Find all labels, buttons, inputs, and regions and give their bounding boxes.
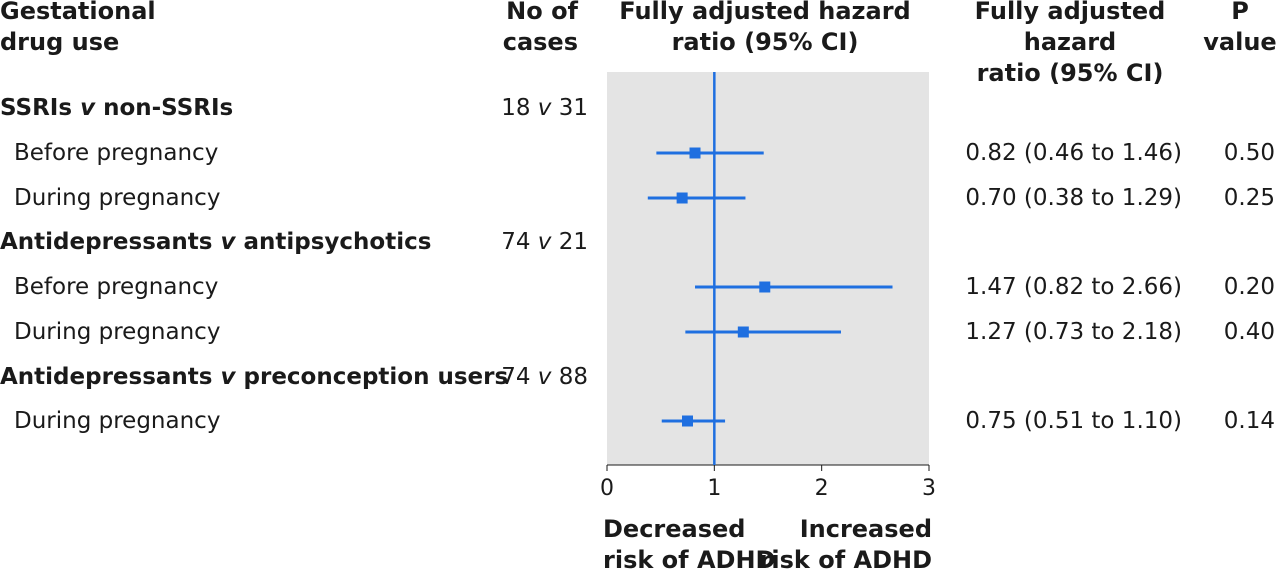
hazard-ratio-marker (676, 192, 688, 204)
label-increased-risk: Increased risk of ADHD (759, 515, 932, 574)
header-ci-hazard: Fully adjusted hazard ratio (95% CI) (974, 0, 1166, 87)
plot-panel (607, 72, 929, 465)
header-plot-hazard: Fully adjusted hazard ratio (95% CI) (619, 0, 911, 56)
cases-preconception: 74 v 88 (501, 364, 588, 390)
header-cases: No of cases (502, 0, 578, 56)
ci-text: 0.75 (0.51 to 1.10) (965, 408, 1182, 434)
p-value: 0.40 (1223, 319, 1275, 345)
row-label: Before pregnancy (14, 274, 219, 300)
row-label: During pregnancy (14, 408, 221, 434)
ci-text: 0.70 (0.38 to 1.29) (965, 185, 1182, 211)
p-value: 0.25 (1223, 185, 1275, 211)
p-value: 0.14 (1223, 408, 1275, 434)
row-label: During pregnancy (14, 185, 221, 211)
hazard-ratio-marker (689, 147, 701, 159)
ci-text: 1.47 (0.82 to 2.66) (965, 274, 1182, 300)
cases-ssri: 18 v 31 (501, 95, 588, 121)
cases-antipsychotics: 74 v 21 (501, 229, 588, 255)
ci-text: 0.82 (0.46 to 1.46) (965, 140, 1182, 166)
x-tick-label: 0 (600, 476, 614, 501)
label-decreased-risk: Decreased risk of ADHD (603, 515, 776, 574)
group-label-preconception: Antidepressants v preconception users (0, 364, 509, 390)
p-value: 0.20 (1223, 274, 1275, 300)
x-tick-label: 3 (922, 476, 936, 501)
ci-text: 1.27 (0.73 to 2.18) (965, 319, 1182, 345)
header-drug-use: Gestational drug use (0, 0, 156, 56)
x-tick-label: 2 (815, 476, 829, 501)
header-p-value: P value (1203, 0, 1277, 56)
group-label-ssri: SSRIs v non-SSRIs (0, 95, 234, 121)
hazard-ratio-marker (682, 415, 693, 427)
row-label: During pregnancy (14, 319, 221, 345)
p-value: 0.50 (1223, 140, 1275, 166)
row-label: Before pregnancy (14, 140, 219, 166)
hazard-ratio-marker (759, 281, 771, 293)
hazard-ratio-marker (737, 326, 749, 338)
group-label-antipsychotics: Antidepressants v antipsychotics (0, 229, 432, 255)
x-tick-label: 1 (707, 476, 721, 501)
